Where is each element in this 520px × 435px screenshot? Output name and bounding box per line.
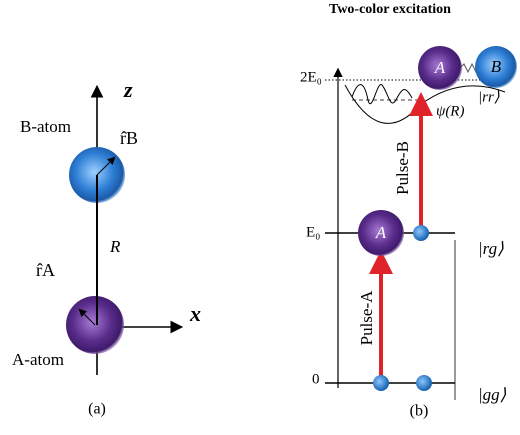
level-e0: E₀ bbox=[306, 224, 320, 240]
ket-gg: |gg⟩ bbox=[478, 385, 507, 404]
atom-b-label: B bbox=[491, 57, 502, 76]
pulse-b-label: Pulse-B bbox=[393, 141, 412, 195]
r-a-vector bbox=[78, 308, 96, 326]
pulse-a-label: Pulse-A bbox=[357, 290, 376, 346]
atom-b-sphere bbox=[475, 46, 517, 88]
wavefunction-label: ψ(R) bbox=[436, 103, 464, 119]
wavefunction-curve bbox=[351, 84, 413, 104]
b-atom-label: B-atom bbox=[20, 117, 71, 136]
ket-rr: |rr⟩ bbox=[478, 89, 500, 105]
ground-dot bbox=[413, 225, 429, 241]
ground-dot bbox=[373, 375, 389, 391]
x-label: x bbox=[189, 301, 201, 326]
panel-a: z x B-atom A-atom r̂B r̂A R (a) bbox=[12, 77, 201, 418]
level-0: 0 bbox=[312, 371, 320, 387]
distance-label: R bbox=[109, 237, 121, 256]
r-b-label: r̂B bbox=[120, 128, 138, 148]
caption-a: (a) bbox=[88, 401, 106, 418]
level-2e0: 2E₀ bbox=[300, 69, 322, 85]
a-atom-label: A-atom bbox=[12, 350, 64, 369]
ket-rg: |rg⟩ bbox=[478, 239, 504, 258]
caption-b: (b) bbox=[410, 403, 429, 420]
atom-a-label: A bbox=[375, 223, 387, 242]
z-label: z bbox=[123, 77, 133, 102]
atom-a-sphere bbox=[358, 210, 404, 256]
ground-dot bbox=[416, 375, 432, 391]
atom-a-label: A bbox=[434, 58, 446, 77]
title: Two-color excitation bbox=[329, 2, 451, 17]
atom-a-sphere bbox=[418, 46, 462, 90]
panel-b: Two-color excitation 2E₀ E₀ 0 |gg⟩ |rg⟩ … bbox=[300, 2, 517, 420]
r-b-vector bbox=[96, 156, 116, 176]
r-a-label: r̂A bbox=[36, 260, 55, 280]
